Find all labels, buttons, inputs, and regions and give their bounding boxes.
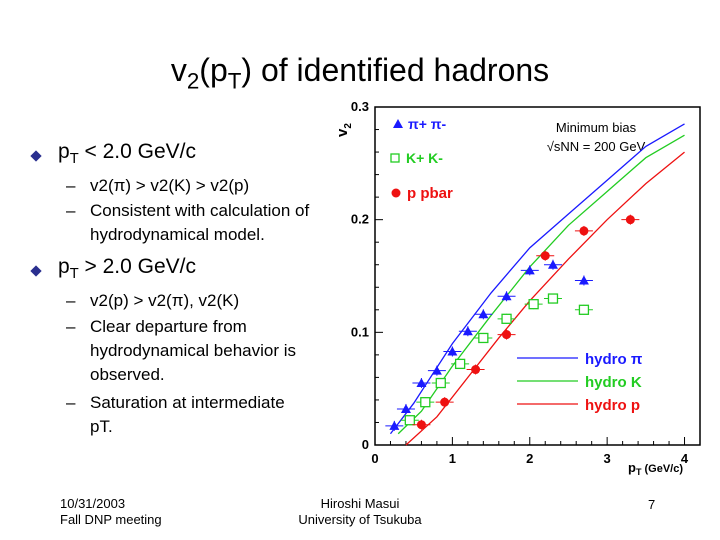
data-point-kaon bbox=[528, 299, 539, 310]
legend-kaon-label: K+ K- bbox=[406, 150, 443, 166]
data-point-pion bbox=[400, 403, 411, 413]
data-point-kaon bbox=[547, 293, 559, 304]
x-tick-label: 1 bbox=[449, 451, 456, 466]
x-tick-label: 4 bbox=[681, 451, 689, 466]
bullet-item: v2(p) > v2(π), v2(K) bbox=[90, 291, 240, 310]
data-point-proton bbox=[416, 420, 426, 430]
y-tick-label: 0 bbox=[362, 437, 369, 452]
y-tick-label: 0.3 bbox=[351, 99, 369, 114]
dash-marker: – bbox=[66, 176, 76, 195]
data-point-kaon bbox=[578, 304, 590, 315]
page-number: 7 bbox=[648, 497, 656, 512]
data-point-kaon bbox=[404, 415, 415, 426]
bullet-item: observed. bbox=[90, 365, 165, 384]
legend-hydro-label: hydro p bbox=[585, 397, 640, 414]
y-tick-label: 0.2 bbox=[351, 212, 369, 227]
bullet-item: Saturation at intermediate bbox=[90, 393, 285, 412]
data-point-pion bbox=[478, 309, 489, 319]
data-point-proton bbox=[471, 365, 481, 375]
data-point-pion bbox=[416, 378, 427, 388]
legend-pion-marker bbox=[393, 119, 403, 128]
data-point-kaon bbox=[420, 397, 431, 408]
bullet-pt-low: pT < 2.0 GeV/c bbox=[58, 140, 196, 168]
y-axis-label: v2 bbox=[334, 123, 354, 137]
data-point-pion bbox=[389, 420, 400, 430]
legend-proton-label: p pbar bbox=[407, 185, 453, 202]
data-point-kaon bbox=[435, 377, 446, 389]
legend-hydro-label: hydro π bbox=[585, 351, 643, 368]
dash-marker: – bbox=[66, 317, 76, 336]
bullet-item: Clear departure from bbox=[90, 317, 247, 336]
bullet-item: Consistent with calculation of bbox=[90, 201, 310, 220]
bullet-item: hydrodynamical model. bbox=[90, 225, 265, 244]
x-tick-label: 0 bbox=[371, 451, 378, 466]
slide-title: v2(pT) of identified hadrons bbox=[170, 52, 550, 94]
data-point-pion bbox=[524, 265, 535, 275]
bullet-pt-high: pT > 2.0 GeV/c bbox=[58, 255, 196, 283]
data-point-proton bbox=[579, 226, 589, 236]
dash-marker: – bbox=[66, 201, 76, 220]
data-point-proton bbox=[625, 215, 635, 225]
data-point-kaon bbox=[501, 313, 512, 324]
annotation-minbias: Minimum bias bbox=[556, 120, 637, 135]
x-tick-label: 2 bbox=[526, 451, 533, 466]
legend-proton-marker bbox=[391, 188, 401, 198]
legend-kaon-marker bbox=[390, 153, 400, 163]
legend-hydro-label: hydro K bbox=[585, 374, 642, 391]
data-point-pion bbox=[547, 259, 558, 269]
footer-author: Hiroshi Masui University of Tsukuba bbox=[298, 496, 422, 527]
data-point-proton bbox=[440, 397, 450, 407]
data-point-kaon bbox=[478, 332, 489, 344]
footer-date: 10/31/2003 Fall DNP meeting bbox=[60, 496, 162, 527]
bullet-item: pT. bbox=[90, 417, 113, 436]
data-point-pion bbox=[447, 346, 458, 356]
data-point-pion bbox=[462, 326, 473, 336]
x-tick-label: 3 bbox=[604, 451, 611, 466]
plot-frame bbox=[374, 106, 701, 446]
legend-pion-label: π+ π- bbox=[408, 116, 447, 132]
bullet-item: v2(π) > v2(K) > v2(p) bbox=[90, 176, 250, 195]
data-point-kaon bbox=[454, 358, 466, 370]
dash-marker: – bbox=[66, 393, 76, 412]
bullet-item: hydrodynamical behavior is bbox=[90, 341, 296, 360]
data-point-pion bbox=[431, 365, 442, 375]
data-point-proton bbox=[502, 330, 512, 340]
data-point-pion bbox=[578, 275, 589, 285]
y-tick-label: 0.1 bbox=[351, 324, 369, 339]
dash-marker: – bbox=[66, 291, 76, 310]
data-point-pion bbox=[501, 291, 512, 301]
annotation-energy: √sNN = 200 GeV bbox=[547, 139, 646, 154]
data-point-proton bbox=[540, 251, 550, 261]
x-axis-label: pT (GeV/c) bbox=[628, 460, 683, 477]
